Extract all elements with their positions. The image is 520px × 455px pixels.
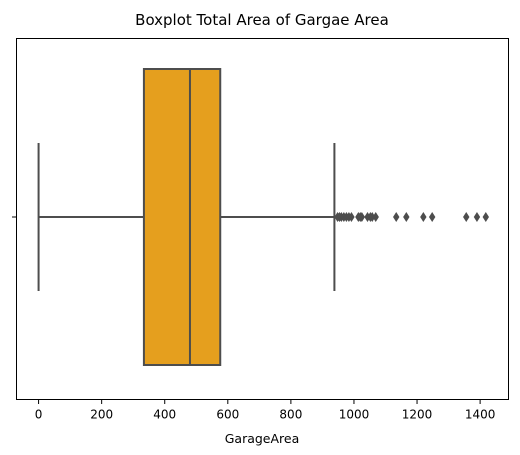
outlier-point — [369, 212, 376, 222]
x-tick-label: 200 — [90, 408, 113, 422]
chart-title: Boxplot Total Area of Gargae Area — [135, 11, 389, 29]
iqr-box — [142, 68, 222, 366]
outlier-point — [463, 212, 470, 222]
x-axis-label: GarageArea — [225, 431, 300, 446]
x-tick-label: 600 — [216, 408, 239, 422]
x-axis: 0 200 400 600 800 1000 1200 1400 — [35, 399, 496, 422]
outlier-point — [403, 212, 410, 222]
outlier-point — [420, 212, 427, 222]
plot-frame — [16, 38, 509, 400]
outlier-point — [482, 212, 489, 222]
outlier-point — [428, 212, 436, 222]
x-tick-label: 400 — [153, 408, 176, 422]
outlier-group — [334, 212, 489, 222]
x-tick-label: 800 — [279, 408, 302, 422]
x-tick-label: 0 — [35, 408, 43, 422]
x-tick-label: 1400 — [465, 408, 496, 422]
outlier-point — [473, 212, 481, 222]
outlier-point — [358, 212, 366, 222]
outlier-point — [393, 212, 400, 222]
outlier-point — [348, 212, 355, 222]
x-tick-label: 1200 — [402, 408, 433, 422]
x-tick-label: 1000 — [339, 408, 370, 422]
box-group — [37, 68, 336, 366]
outlier-point — [372, 212, 379, 222]
